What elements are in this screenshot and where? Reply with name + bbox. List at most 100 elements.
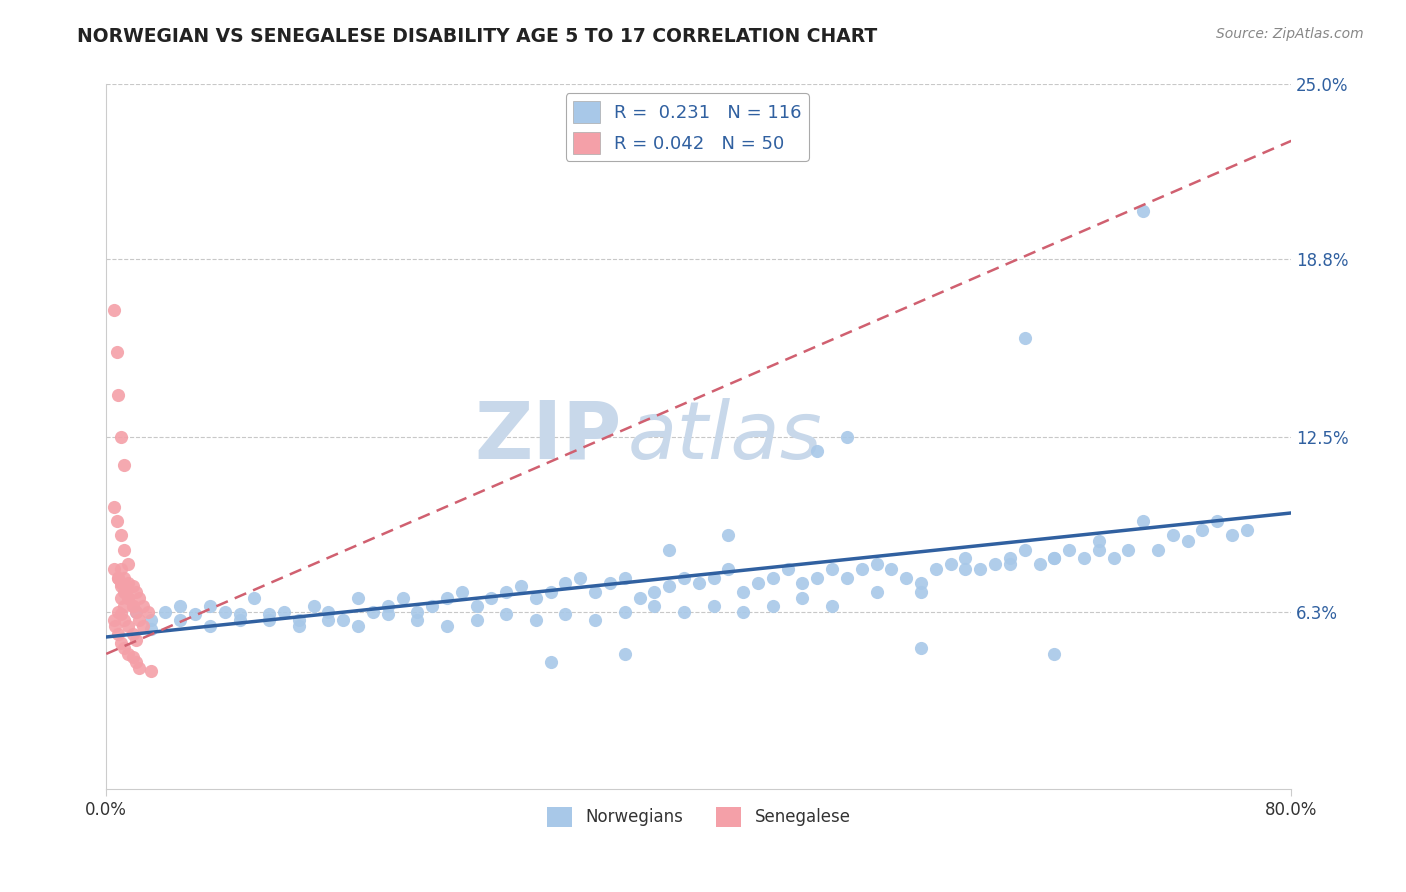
Point: [583, 585, 606, 599]
Point: [117, 618, 139, 632]
Point: [1102, 551, 1125, 566]
Point: [865, 585, 887, 599]
Point: [1057, 542, 1080, 557]
Point: [717, 528, 740, 542]
Point: [107, 387, 129, 401]
Legend: Norwegians, Senegalese: Norwegians, Senegalese: [540, 800, 858, 834]
Point: [125, 605, 148, 619]
Point: [583, 613, 606, 627]
Point: [132, 599, 155, 613]
Point: [450, 585, 472, 599]
Point: [643, 599, 665, 613]
Point: [925, 562, 948, 576]
Point: [122, 599, 145, 613]
Point: [1073, 551, 1095, 566]
Point: [613, 605, 636, 619]
Point: [1132, 204, 1154, 219]
Point: [851, 562, 873, 576]
Point: [1191, 523, 1213, 537]
Point: [243, 591, 266, 605]
Point: [110, 607, 132, 622]
Point: [910, 585, 932, 599]
Point: [406, 605, 429, 619]
Point: [302, 599, 325, 613]
Point: [717, 562, 740, 576]
Point: [105, 515, 128, 529]
Point: [672, 605, 695, 619]
Point: [107, 605, 129, 619]
Point: [865, 557, 887, 571]
Point: [998, 557, 1021, 571]
Point: [1206, 515, 1229, 529]
Point: [114, 585, 136, 599]
Point: [139, 622, 162, 636]
Point: [125, 585, 148, 599]
Point: [540, 585, 562, 599]
Point: [658, 579, 681, 593]
Point: [1087, 542, 1109, 557]
Point: [569, 571, 592, 585]
Point: [1014, 331, 1036, 345]
Point: [332, 613, 354, 627]
Point: [139, 613, 162, 627]
Point: [125, 605, 148, 619]
Point: [112, 613, 135, 627]
Point: [117, 557, 139, 571]
Point: [112, 571, 135, 585]
Point: [125, 656, 148, 670]
Point: [122, 579, 145, 593]
Point: [613, 571, 636, 585]
Point: [465, 599, 488, 613]
Point: [112, 641, 135, 656]
Point: [184, 607, 207, 622]
Point: [318, 605, 340, 619]
Point: [792, 576, 814, 591]
Point: [792, 591, 814, 605]
Point: [198, 618, 221, 632]
Point: [806, 571, 828, 585]
Point: [112, 458, 135, 472]
Point: [406, 613, 429, 627]
Point: [998, 551, 1021, 566]
Point: [762, 571, 785, 585]
Point: [703, 599, 725, 613]
Point: [628, 591, 651, 605]
Point: [880, 562, 903, 576]
Point: [377, 599, 399, 613]
Point: [835, 430, 858, 444]
Point: [112, 542, 135, 557]
Point: [1087, 534, 1109, 549]
Point: [128, 661, 150, 675]
Point: [391, 591, 413, 605]
Point: [132, 618, 155, 632]
Point: [1028, 557, 1050, 571]
Point: [762, 599, 785, 613]
Point: [110, 528, 132, 542]
Point: [128, 613, 150, 627]
Point: [117, 591, 139, 605]
Point: [510, 579, 533, 593]
Point: [733, 605, 755, 619]
Point: [910, 641, 932, 656]
Point: [939, 557, 962, 571]
Point: [110, 591, 132, 605]
Point: [361, 605, 384, 619]
Point: [228, 613, 250, 627]
Point: [554, 607, 576, 622]
Point: [257, 613, 280, 627]
Point: [613, 647, 636, 661]
Point: [1014, 542, 1036, 557]
Point: [436, 591, 458, 605]
Point: [1118, 542, 1140, 557]
Point: [112, 585, 135, 599]
Point: [104, 618, 127, 632]
Point: [107, 571, 129, 585]
Point: [747, 576, 769, 591]
Point: [107, 571, 129, 585]
Point: [128, 591, 150, 605]
Point: [835, 571, 858, 585]
Point: [169, 613, 191, 627]
Point: [554, 576, 576, 591]
Point: [733, 585, 755, 599]
Point: [479, 591, 502, 605]
